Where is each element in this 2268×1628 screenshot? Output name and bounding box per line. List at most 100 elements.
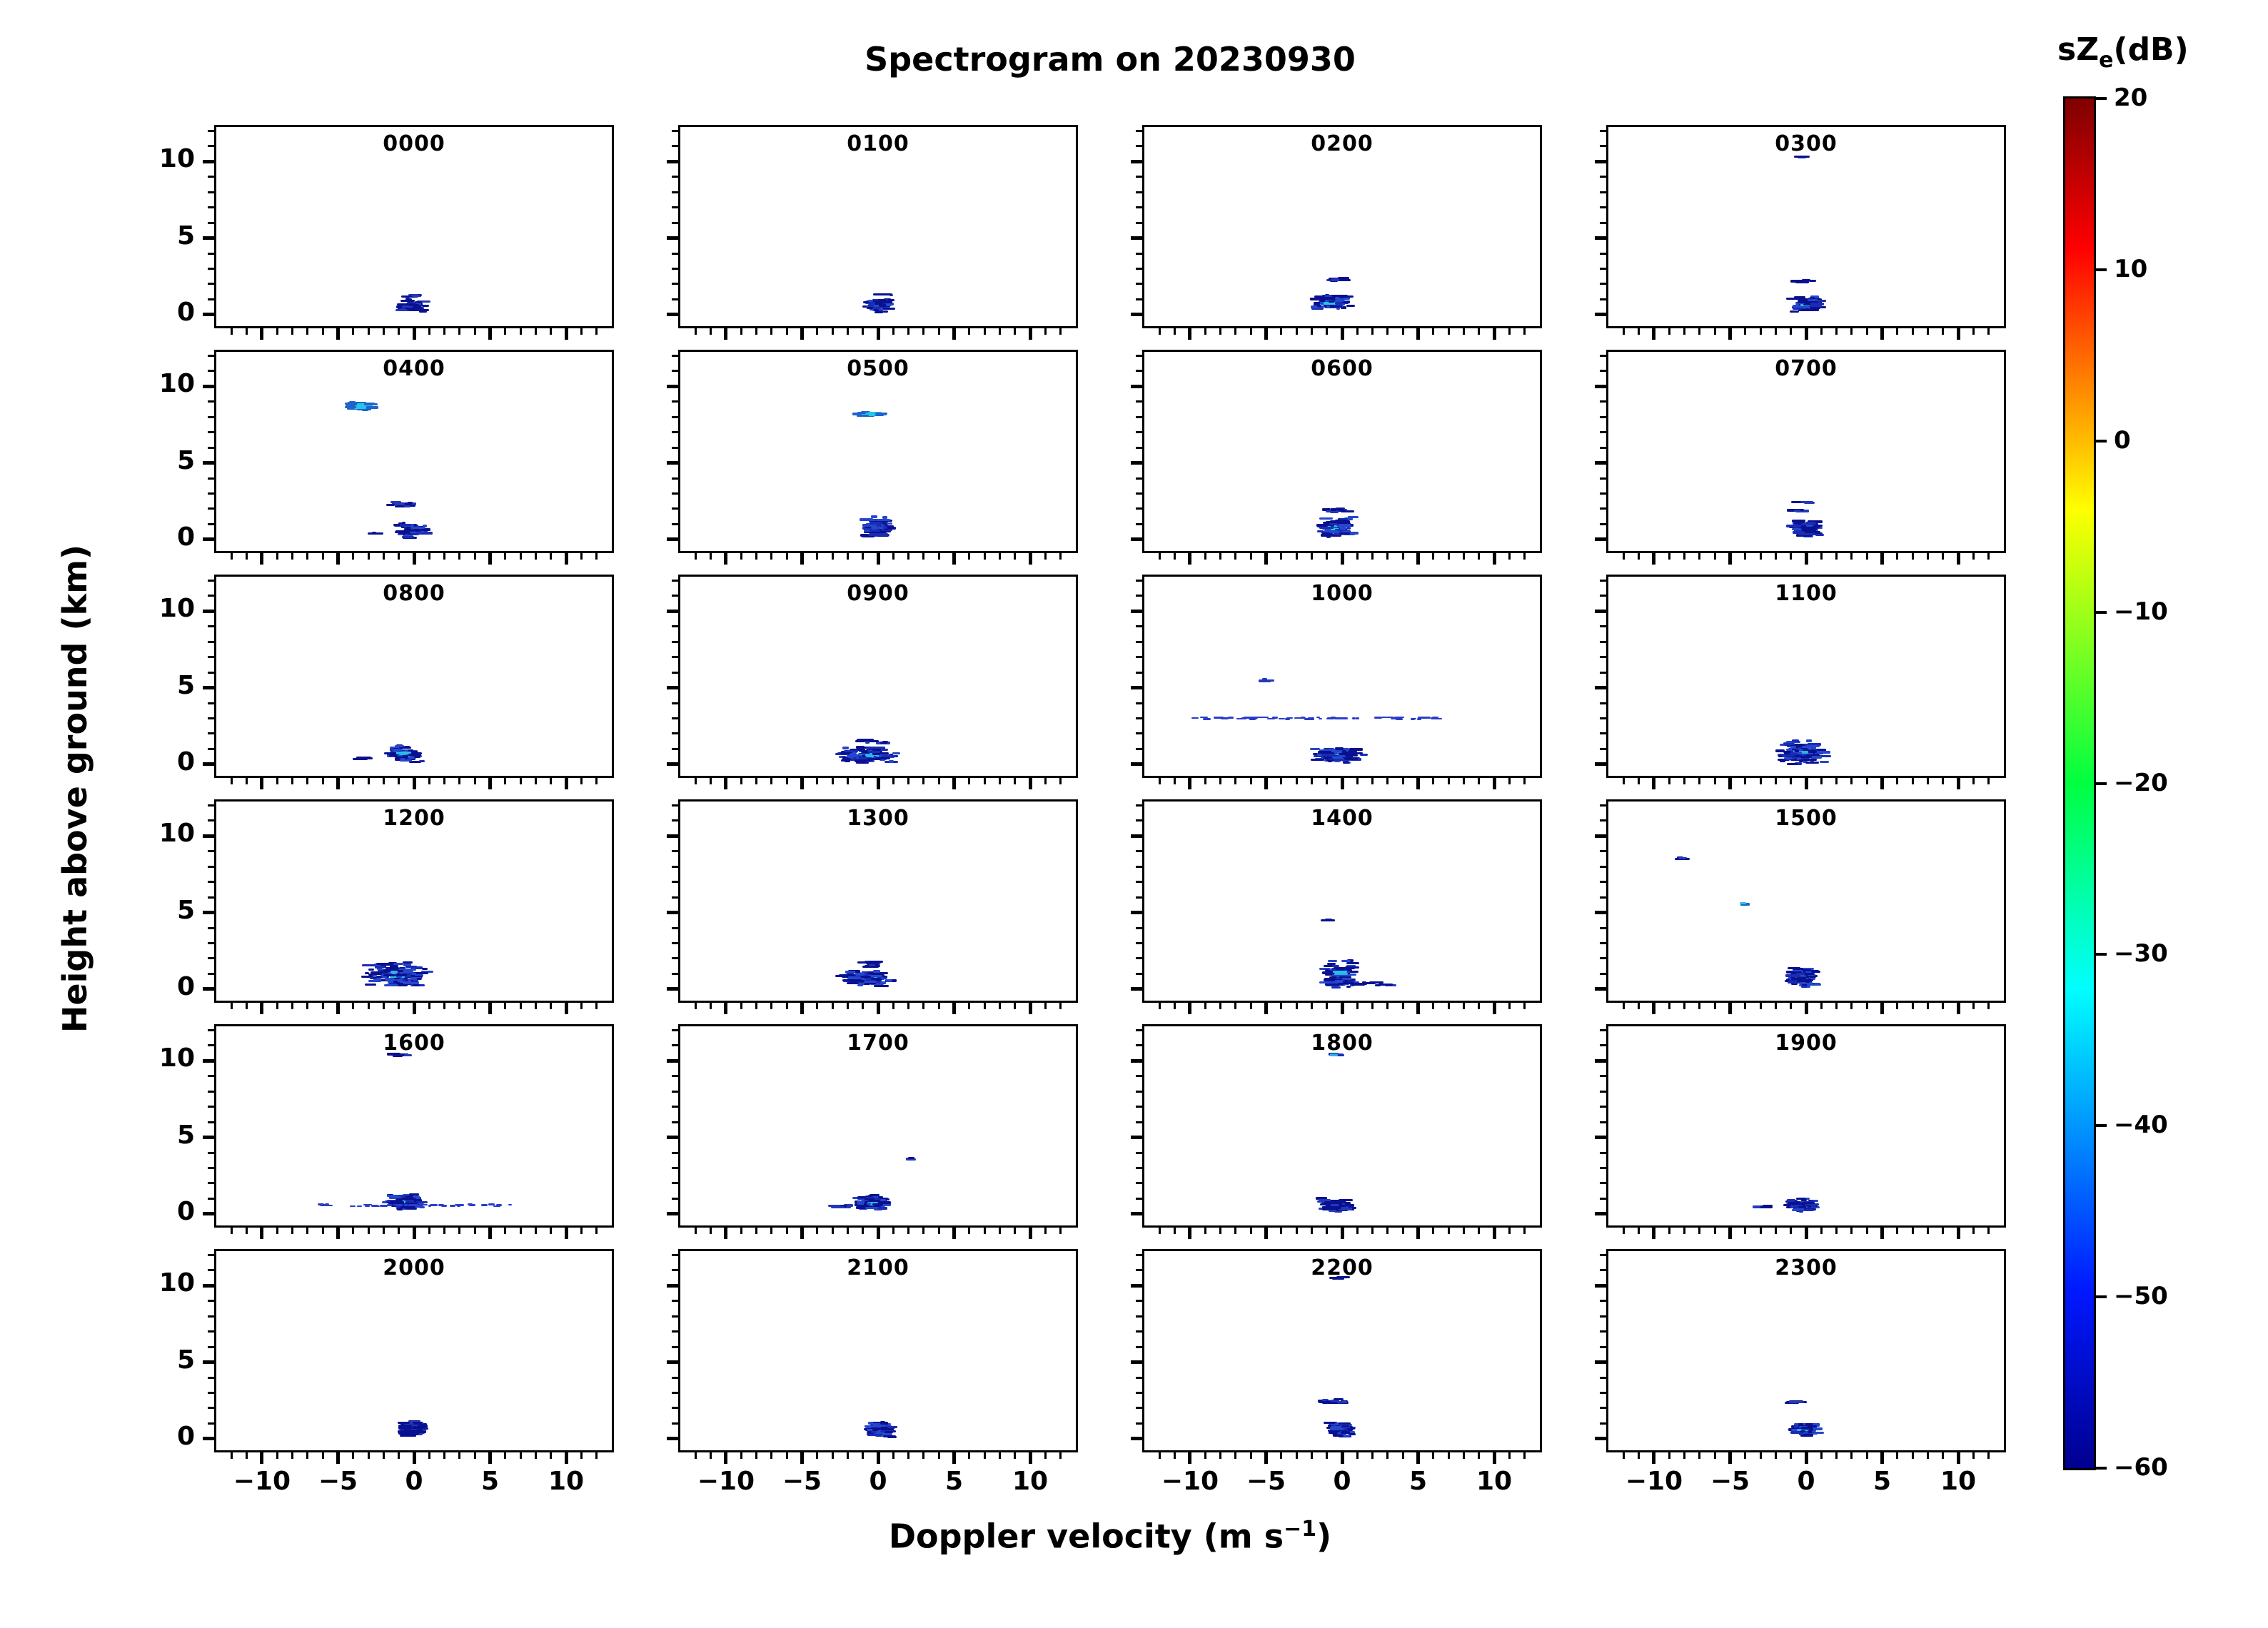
x-tick-mark (488, 553, 493, 565)
x-tick-mark (352, 778, 355, 784)
x-tick-mark (1728, 778, 1732, 789)
spectral-speck (1324, 978, 1339, 981)
y-tick-mark (1131, 537, 1142, 542)
x-tick-mark (1174, 1452, 1176, 1459)
x-tick-mark (922, 1003, 925, 1009)
spectral-speck (410, 1431, 425, 1434)
x-tick-mark (755, 1003, 758, 1009)
x-tick-mark (1295, 1452, 1298, 1459)
x-tick-mark (755, 328, 758, 335)
y-tick-mark (203, 236, 214, 241)
spectral-speck (324, 1204, 333, 1207)
x-tick-mark (473, 328, 476, 335)
y-tick-mark (1131, 1058, 1142, 1063)
spectral-speck (1801, 523, 1810, 526)
spectral-speck (1805, 1432, 1811, 1435)
panel-time-label: 0700 (1775, 356, 1838, 381)
spectral-speck (1789, 1400, 1805, 1403)
colorbar-title-units: (dB) (2113, 31, 2189, 68)
x-tick-mark (1249, 778, 1252, 784)
y-tick-mark (1136, 1376, 1142, 1379)
y-tick-label: 5 (176, 221, 195, 251)
spectral-speck (859, 982, 865, 985)
spectral-speck (386, 1053, 400, 1056)
x-tick-mark (1698, 778, 1701, 784)
spectral-speck (1814, 1427, 1823, 1430)
x-tick-mark (1234, 1228, 1237, 1234)
plot-area (216, 127, 612, 326)
y-tick-mark (208, 206, 214, 209)
y-tick-mark (1136, 1269, 1142, 1272)
x-tick-mark (937, 778, 940, 784)
x-tick-mark (1416, 1228, 1421, 1239)
spectral-speck (376, 1205, 380, 1208)
x-tick-mark (1911, 553, 1914, 560)
spectral-speck (869, 1203, 875, 1205)
spectral-speck (363, 403, 378, 406)
spectral-speck (412, 966, 423, 969)
x-tick-mark (550, 1003, 553, 1009)
x-tick-mark (937, 328, 940, 335)
spectral-speck (1336, 1400, 1348, 1403)
spectral-speck (883, 1435, 897, 1438)
spectral-speck (849, 979, 862, 982)
spectral-speck (407, 979, 411, 983)
x-tick-mark (1896, 1228, 1899, 1234)
spectral-speck (390, 500, 402, 503)
y-tick-mark (672, 431, 678, 434)
spectral-speck (1334, 1209, 1344, 1212)
x-tick-mark (952, 778, 957, 789)
panel-time-label: 1900 (1775, 1031, 1838, 1056)
spectral-speck (867, 1202, 872, 1205)
y-tick-mark (1136, 595, 1142, 597)
spectral-speck (869, 1194, 880, 1197)
y-tick-mark (208, 1315, 214, 1318)
x-tick-mark (1295, 778, 1298, 784)
y-tick-mark (672, 1407, 678, 1410)
spectral-speck (882, 754, 897, 758)
spectral-speck (1326, 535, 1331, 538)
spectral-speck (857, 961, 872, 964)
y-tick-mark (672, 492, 678, 495)
spectral-speck (365, 1205, 371, 1208)
x-tick-mark (1638, 778, 1640, 784)
x-tick-mark (352, 553, 355, 560)
colorbar-tick-mark (2096, 439, 2107, 443)
x-tick-mark (321, 778, 324, 784)
x-tick-mark (595, 553, 598, 560)
x-tick-mark (595, 1452, 598, 1459)
x-tick-label: 0 (405, 1467, 423, 1496)
x-tick-mark (352, 1228, 355, 1234)
spectral-speck (874, 308, 879, 311)
spectral-speck (1752, 1205, 1767, 1208)
panel-grid: 0000 0 5 10 0100 0200 0300 0400 0 5 10 0500 0600 0700… (159, 125, 2006, 1496)
y-tick-mark (203, 1360, 214, 1365)
x-tick-mark (1759, 553, 1762, 560)
y-tick-mark (1136, 431, 1142, 434)
spectral-speck (410, 303, 416, 306)
x-tick-mark (1972, 1228, 1975, 1234)
spectral-speck (400, 1428, 404, 1431)
spectral-speck (859, 518, 874, 521)
x-tick-mark (876, 553, 880, 565)
x-tick-mark (246, 1003, 248, 1009)
spectral-speck (1334, 717, 1342, 719)
x-tick-mark (1249, 1452, 1252, 1459)
spectral-speck (1325, 919, 1333, 921)
y-tick-mark (672, 1151, 678, 1154)
spectral-speck (853, 757, 857, 759)
x-tick-mark (1249, 553, 1252, 560)
x-tick-mark (1759, 328, 1762, 335)
spectral-speck (418, 300, 423, 303)
spectral-speck (1335, 520, 1348, 522)
y-tick-mark (672, 1044, 678, 1047)
y-tick-mark (1136, 354, 1142, 357)
y-tick-mark (1600, 942, 1606, 945)
y-tick-mark (1136, 717, 1142, 720)
x-tick-mark (1896, 778, 1899, 784)
y-tick-mark (1131, 313, 1142, 317)
spectral-speck (416, 1429, 423, 1432)
x-tick-mark (1956, 328, 1960, 340)
y-tick-mark (1136, 477, 1142, 480)
x-tick-mark (740, 553, 742, 560)
